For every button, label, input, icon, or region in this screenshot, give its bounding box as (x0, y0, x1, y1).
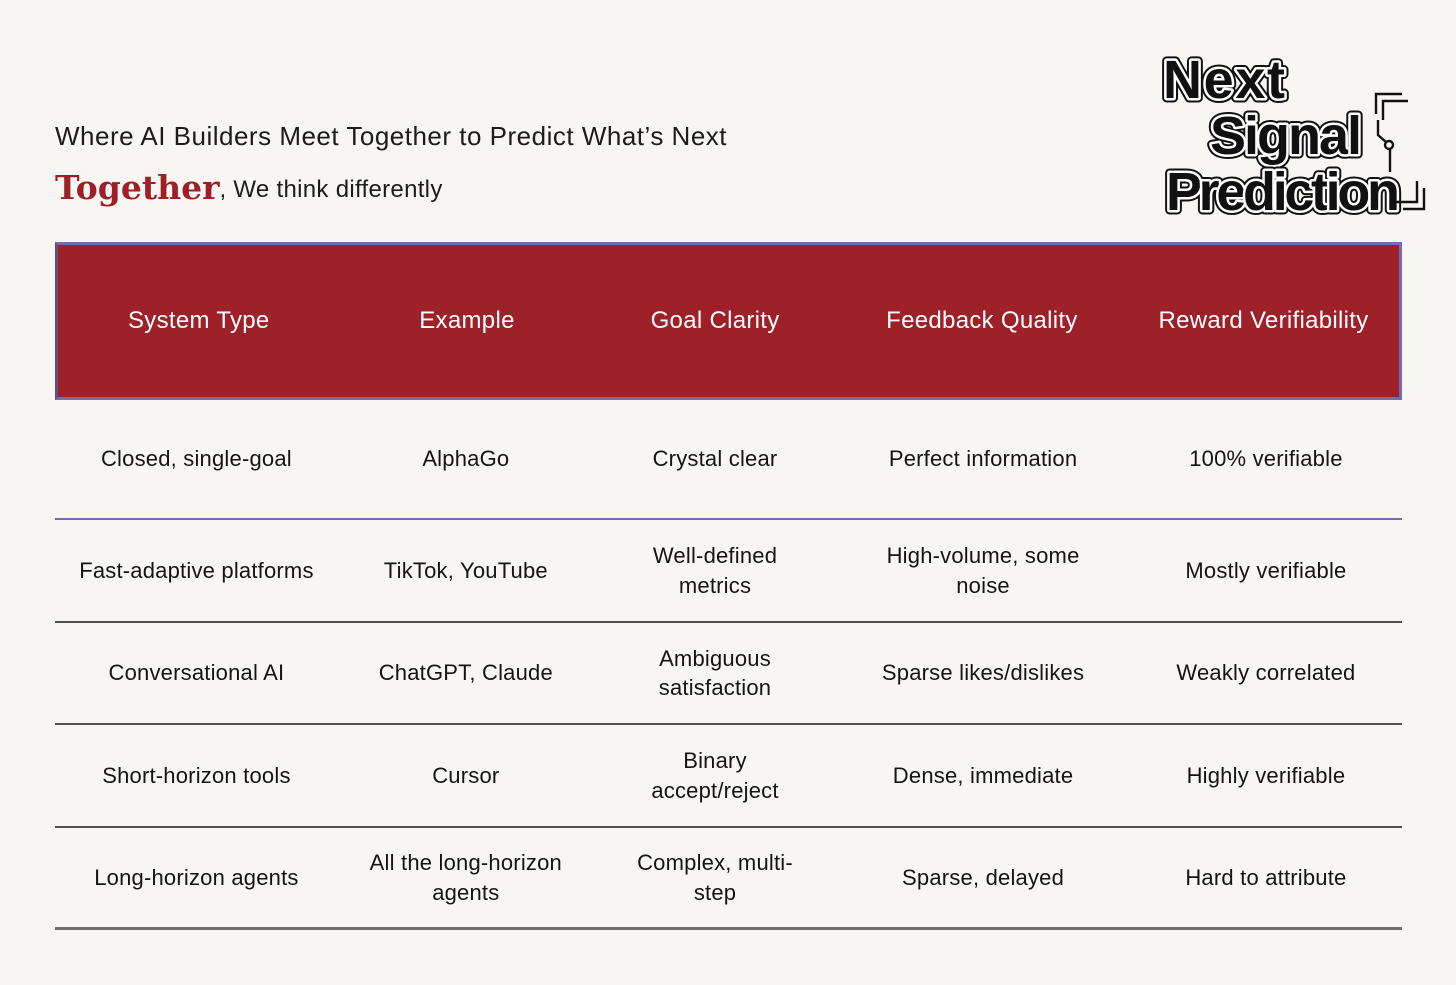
svg-text:Signal: Signal (1210, 106, 1362, 166)
column-header-feedback-quality: Feedback Quality (886, 307, 1078, 334)
svg-text:Next: Next (1163, 50, 1285, 110)
table-cell: Mostly verifiable (1185, 557, 1347, 583)
circuit-line-icon (1374, 92, 1426, 211)
table-cell: Weakly correlated (1176, 660, 1356, 686)
table-cell: Well-defined metrics (652, 543, 778, 598)
table-row: Closed, single-goal AlphaGo Crystal clea… (55, 400, 1402, 520)
table-row: Fast-adaptive platforms TikTok, YouTube … (55, 520, 1402, 623)
table-cell: TikTok, YouTube (383, 557, 548, 583)
table-row: Long-horizon agents All the long-horizon… (55, 828, 1402, 930)
table-cell: All the long-horizon agents (369, 850, 562, 905)
table-cell: Crystal clear (652, 446, 778, 472)
table-cell: Short-horizon tools (102, 762, 291, 788)
table-cell: Hard to attribute (1185, 864, 1347, 890)
table-cell: Dense, immediate (892, 762, 1074, 788)
table-cell: Long-horizon agents (94, 864, 299, 890)
table-cell: Cursor (432, 762, 500, 788)
table-cell: Closed, single-goal (100, 446, 292, 472)
table-cell: Ambiguous satisfaction (658, 645, 772, 700)
comparison-table: System Type Example Goal Clarity Feedbac… (55, 242, 1402, 930)
table-cell: Highly verifiable (1186, 762, 1346, 788)
table-cell: Complex, multi- step (637, 850, 793, 905)
column-header-goal-clarity: Goal Clarity (650, 307, 780, 334)
table-cell: Conversational AI (108, 660, 285, 686)
table-cell: Sparse, delayed (902, 864, 1065, 890)
table-cell: AlphaGo (422, 446, 510, 472)
next-signal-prediction-logo: Next Next Signal Signal Prediction Predi… (1159, 46, 1426, 220)
svg-text:Signal: Signal (1210, 106, 1362, 166)
column-header-reward-verifiability: Reward Verifiability (1158, 307, 1369, 334)
table-row: Short-horizon tools Cursor Binary accept… (55, 725, 1402, 828)
svg-text:Prediction: Prediction (1166, 162, 1400, 220)
table-cell: Binary accept/reject (651, 748, 779, 803)
table-cell: ChatGPT, Claude (378, 660, 553, 686)
table-cell: 100% verifiable (1189, 446, 1343, 472)
column-header-system-type: System Type (128, 307, 270, 334)
tagline-rest: , We think differently (219, 176, 443, 203)
table-cell: Fast-adaptive platforms (79, 557, 314, 583)
table-header-row: System Type Example Goal Clarity Feedbac… (55, 242, 1402, 400)
tagline-line2: Together, We think differently (55, 168, 443, 207)
svg-text:Next: Next (1163, 50, 1285, 110)
tagline-emphasis: Together (55, 168, 220, 207)
table-cell: High-volume, some noise (886, 543, 1080, 598)
table-cell: Perfect information (888, 446, 1078, 472)
tagline-line1: Where AI Builders Meet Together to Predi… (55, 121, 727, 151)
svg-text:Prediction: Prediction (1166, 162, 1400, 220)
table-row: Conversational AI ChatGPT, Claude Ambigu… (55, 623, 1402, 725)
column-header-example: Example (419, 307, 515, 334)
table-cell: Sparse likes/dislikes (881, 660, 1085, 686)
